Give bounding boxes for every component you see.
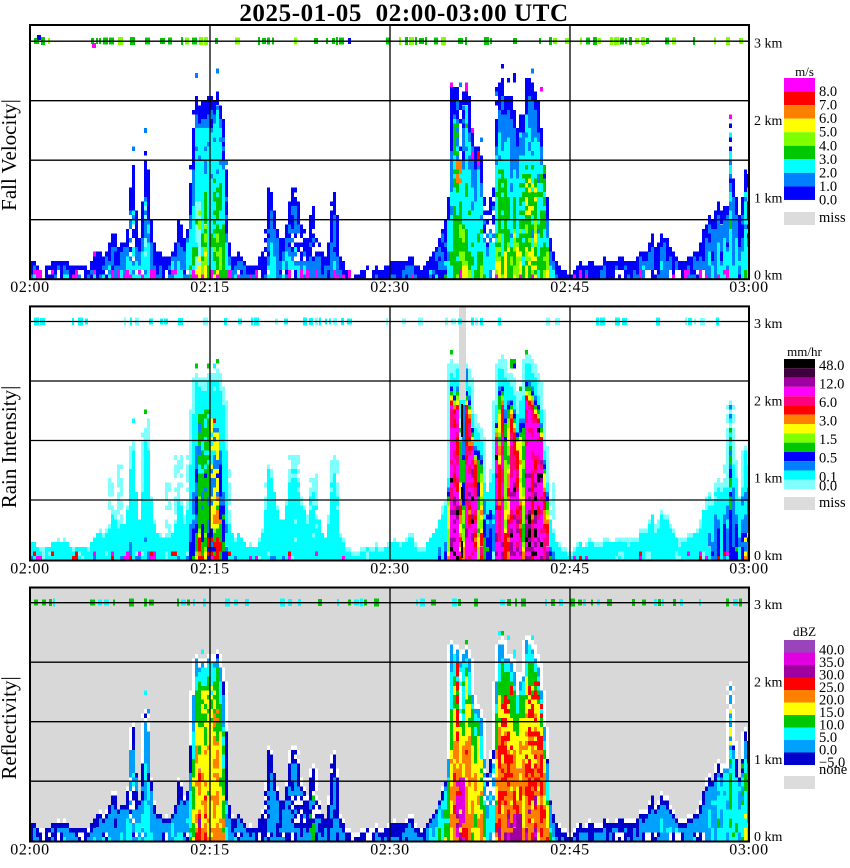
svg-text:6.0: 6.0 (819, 111, 837, 127)
svg-text:miss: miss (819, 210, 846, 226)
svg-text:02:30: 02:30 (370, 842, 409, 859)
svg-text:none: none (819, 762, 847, 778)
svg-text:0.0: 0.0 (819, 479, 837, 495)
svg-text:0 km: 0 km (754, 549, 783, 564)
svg-text:Reflectivity|: Reflectivity| (0, 676, 21, 779)
svg-text:0.0: 0.0 (819, 743, 837, 759)
svg-text:m/s: m/s (795, 64, 814, 79)
svg-text:miss: miss (819, 495, 846, 511)
svg-text:02:45: 02:45 (550, 279, 589, 296)
svg-text:Fall Velocity|: Fall Velocity| (0, 99, 21, 211)
svg-text:1 km: 1 km (754, 753, 783, 768)
svg-text:02:15: 02:15 (190, 279, 229, 296)
svg-text:20.0: 20.0 (819, 693, 844, 709)
svg-text:0 km: 0 km (754, 269, 783, 284)
svg-text:2025-01-05 02:00-03:00 UTC: 2025-01-05 02:00-03:00 UTC (239, 0, 568, 27)
svg-text:3 km: 3 km (754, 37, 783, 52)
svg-text:02:45: 02:45 (550, 561, 589, 578)
svg-text:7.0: 7.0 (819, 98, 837, 114)
svg-text:0.5: 0.5 (819, 451, 837, 467)
svg-text:03:00: 03:00 (729, 561, 768, 578)
svg-text:10.0: 10.0 (819, 718, 844, 734)
svg-text:30.0: 30.0 (819, 668, 844, 684)
svg-text:0.1: 0.1 (819, 469, 837, 485)
svg-text:−5.0: −5.0 (819, 755, 845, 771)
svg-text:02:00: 02:00 (10, 561, 49, 578)
svg-text:2 km: 2 km (754, 676, 783, 691)
svg-text:3.0: 3.0 (819, 414, 837, 430)
svg-text:12.0: 12.0 (819, 376, 844, 392)
svg-text:4.0: 4.0 (819, 138, 837, 154)
svg-text:48.0: 48.0 (819, 358, 844, 374)
svg-text:15.0: 15.0 (819, 705, 844, 721)
svg-text:3.0: 3.0 (819, 152, 837, 168)
svg-text:02:00: 02:00 (10, 842, 49, 859)
svg-text:2 km: 2 km (754, 114, 783, 129)
svg-text:mm/hr: mm/hr (787, 344, 822, 359)
svg-text:02:30: 02:30 (370, 561, 409, 578)
svg-text:dBZ: dBZ (793, 624, 816, 639)
svg-text:02:15: 02:15 (190, 561, 229, 578)
svg-text:2.0: 2.0 (819, 165, 837, 181)
svg-text:02:30: 02:30 (370, 279, 409, 296)
svg-text:8.0: 8.0 (819, 84, 837, 100)
svg-text:2 km: 2 km (754, 394, 783, 409)
svg-text:0 km: 0 km (754, 830, 783, 845)
svg-text:6.0: 6.0 (819, 395, 837, 411)
svg-text:1 km: 1 km (754, 191, 783, 206)
svg-text:02:45: 02:45 (550, 842, 589, 859)
svg-text:25.0: 25.0 (819, 680, 844, 696)
svg-text:5.0: 5.0 (819, 730, 837, 746)
svg-text:03:00: 03:00 (729, 279, 768, 296)
svg-text:1.0: 1.0 (819, 179, 837, 195)
svg-text:0.0: 0.0 (819, 192, 837, 208)
svg-text:03:00: 03:00 (729, 842, 768, 859)
svg-text:3 km: 3 km (754, 317, 783, 332)
svg-text:02:00: 02:00 (10, 279, 49, 296)
svg-text:Rain Intensity|: Rain Intensity| (0, 386, 21, 509)
svg-text:02:15: 02:15 (190, 842, 229, 859)
svg-text:35.0: 35.0 (819, 655, 844, 671)
svg-text:3 km: 3 km (754, 598, 783, 613)
svg-text:40.0: 40.0 (819, 643, 844, 659)
svg-text:5.0: 5.0 (819, 125, 837, 141)
svg-text:1.5: 1.5 (819, 432, 837, 448)
svg-text:1 km: 1 km (754, 472, 783, 487)
